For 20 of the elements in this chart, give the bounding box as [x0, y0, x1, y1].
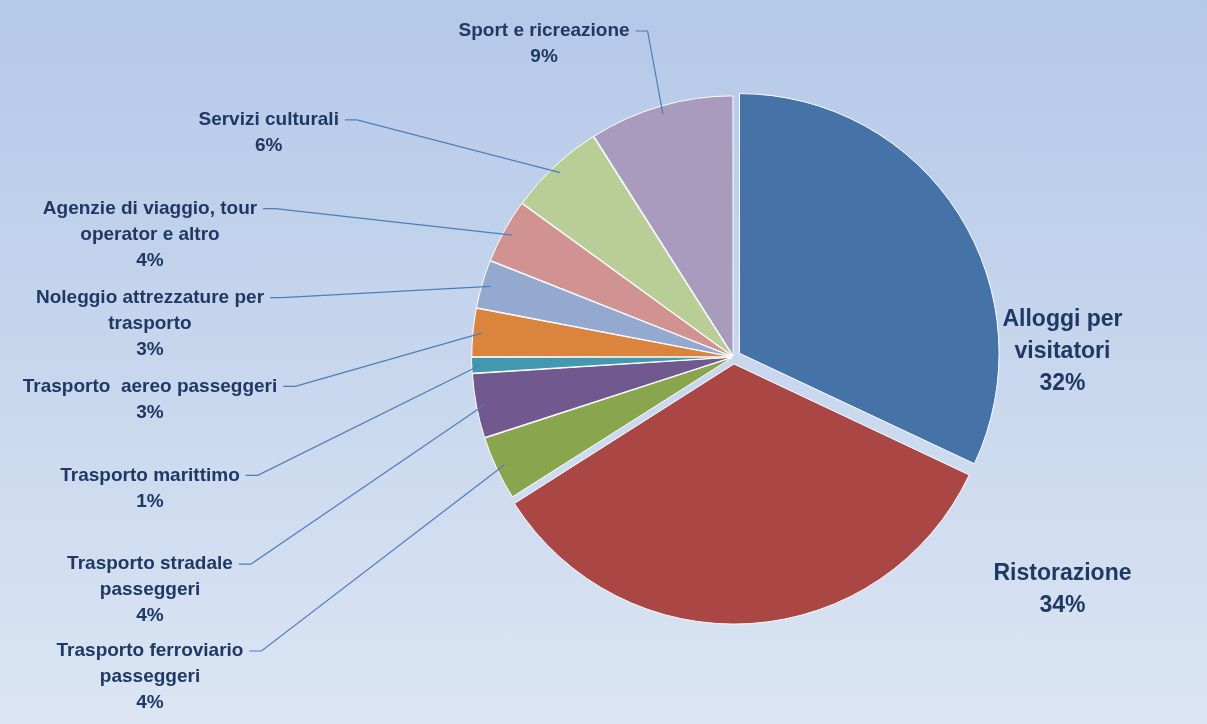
- data-label: 4%: [136, 691, 164, 713]
- data-label: 32%: [1039, 368, 1086, 395]
- slice-label: Servizi culturali: [198, 108, 339, 130]
- data-label: 9%: [530, 45, 558, 67]
- slice-label: Trasporto ferroviario passeggeri: [56, 639, 244, 687]
- slice-label: Trasporto marittimo: [60, 463, 240, 485]
- data-label: 1%: [136, 489, 164, 511]
- data-label: 4%: [136, 604, 164, 626]
- slice-label: Alloggi per visitatori: [1002, 304, 1123, 363]
- slice-label: Agenzie di viaggio, tour operator e altro: [42, 196, 258, 244]
- slice-label: Trasporto aereo passeggeri: [22, 374, 278, 396]
- slice-label: Sport e ricreazione: [458, 19, 630, 41]
- data-label: 34%: [1039, 591, 1086, 618]
- data-label: 4%: [136, 248, 164, 270]
- slice-label: Ristorazione: [993, 559, 1132, 586]
- data-label: 3%: [136, 400, 164, 422]
- data-label: 3%: [136, 337, 164, 359]
- slice-label: Noleggio attrezzature per trasporto: [35, 285, 265, 333]
- data-label: 6%: [254, 134, 283, 156]
- slice-label: Trasporto stradale passeggeri: [67, 552, 233, 600]
